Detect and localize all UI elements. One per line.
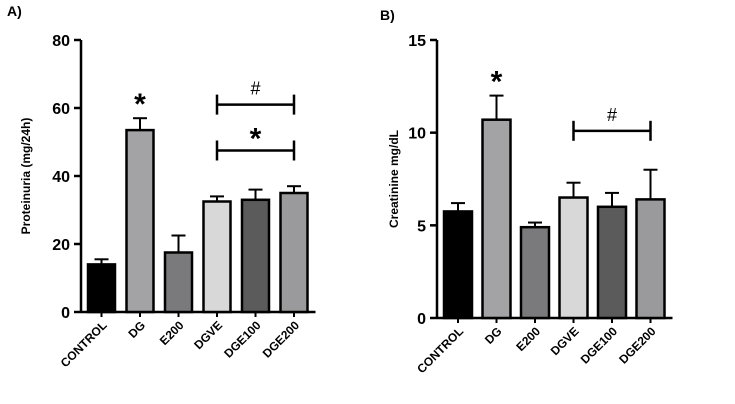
bar-control xyxy=(442,210,474,320)
bar-e200 xyxy=(519,225,551,320)
x-tick-label: DGVE xyxy=(548,324,582,358)
panel-label: B) xyxy=(380,7,395,23)
y-tick-label: 5 xyxy=(417,218,426,235)
bracket-hash: # xyxy=(607,105,617,125)
x-tick-label: E200 xyxy=(513,324,543,354)
x-tick-label: DGVE xyxy=(191,318,225,352)
x-tick-label: CONTROL xyxy=(58,318,110,370)
y-tick-label: 10 xyxy=(408,126,426,143)
x-tick-label: DGE200 xyxy=(260,318,303,361)
bar-control xyxy=(86,263,117,314)
y-axis-label: Proteinuria (mg/24h) xyxy=(19,118,33,235)
significance-asterisk: * xyxy=(491,66,503,99)
y-tick-label: 0 xyxy=(417,311,426,328)
bar-dg xyxy=(481,118,512,320)
bar-dge100 xyxy=(596,205,628,320)
bar-dgve xyxy=(202,200,232,314)
y-tick-label: 80 xyxy=(52,33,70,50)
bar-dge100 xyxy=(240,198,271,314)
y-tick-label: 15 xyxy=(408,33,426,50)
chart-panel-1: A) 0 20 40 60 80 Proteinuria (mg/24h) CONTROL DG… xyxy=(7,3,316,370)
significance-asterisk: * xyxy=(134,88,146,121)
y-tick-label: 0 xyxy=(61,305,70,322)
bar-dg xyxy=(125,128,155,314)
bar-dgve xyxy=(558,196,589,320)
y-axis-label: Creatinine mg/dL xyxy=(387,130,401,228)
y-tick-label: 20 xyxy=(52,237,70,254)
bar-e200 xyxy=(163,251,194,314)
bar-dge200 xyxy=(279,191,309,314)
x-tick-label: DGE100 xyxy=(221,318,264,361)
x-tick-label: CONTROL xyxy=(414,324,466,376)
panel-label: A) xyxy=(7,3,22,19)
x-tick-label: DG xyxy=(482,324,505,347)
x-tick-label: DGE100 xyxy=(578,324,621,367)
bar-dge200 xyxy=(635,198,666,320)
x-tick-label: DG xyxy=(125,318,148,341)
bracket-hash: # xyxy=(250,79,260,99)
x-tick-label: E200 xyxy=(157,318,187,348)
x-tick-label: DGE200 xyxy=(616,324,659,367)
bracket-asterisk: * xyxy=(250,123,262,156)
y-tick-label: 60 xyxy=(52,101,70,118)
y-tick-label: 40 xyxy=(52,169,70,186)
